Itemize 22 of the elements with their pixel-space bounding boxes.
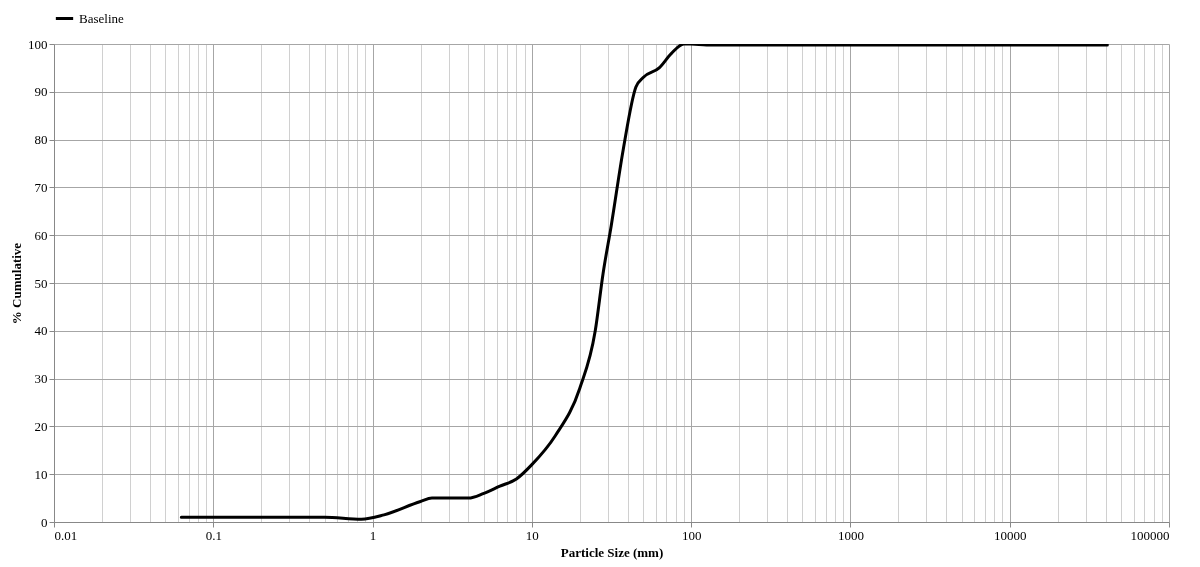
y-tick-label: 60: [34, 227, 48, 243]
y-tick-label: 70: [34, 179, 48, 195]
x-tick-label: 100: [681, 527, 702, 543]
x-tick-label: 1000: [837, 527, 864, 543]
x-axis-title: Particle Size (mm): [560, 544, 664, 560]
x-tick-label: 10: [525, 527, 539, 543]
x-tick-label: 10000: [993, 527, 1027, 543]
y-tick-label: 0: [41, 514, 48, 530]
y-tick-label: 80: [34, 132, 48, 148]
legend-label: Baseline: [79, 10, 124, 26]
x-tick-label: 100000: [1130, 527, 1170, 543]
y-tick-label: 50: [34, 275, 48, 291]
y-tick-label: 100: [28, 36, 48, 52]
y-tick-label: 30: [34, 371, 48, 387]
x-tick-label: 1: [369, 527, 377, 543]
y-tick-label: 20: [34, 418, 48, 434]
y-tick-label: 90: [34, 84, 48, 100]
x-tick-label: 0.1: [205, 527, 222, 543]
y-tick-label: 40: [34, 323, 48, 339]
y-tick-label: 10: [34, 466, 48, 482]
y-axis-title: % Cumulative: [9, 242, 24, 325]
x-tick-label: 0.01: [54, 527, 78, 543]
